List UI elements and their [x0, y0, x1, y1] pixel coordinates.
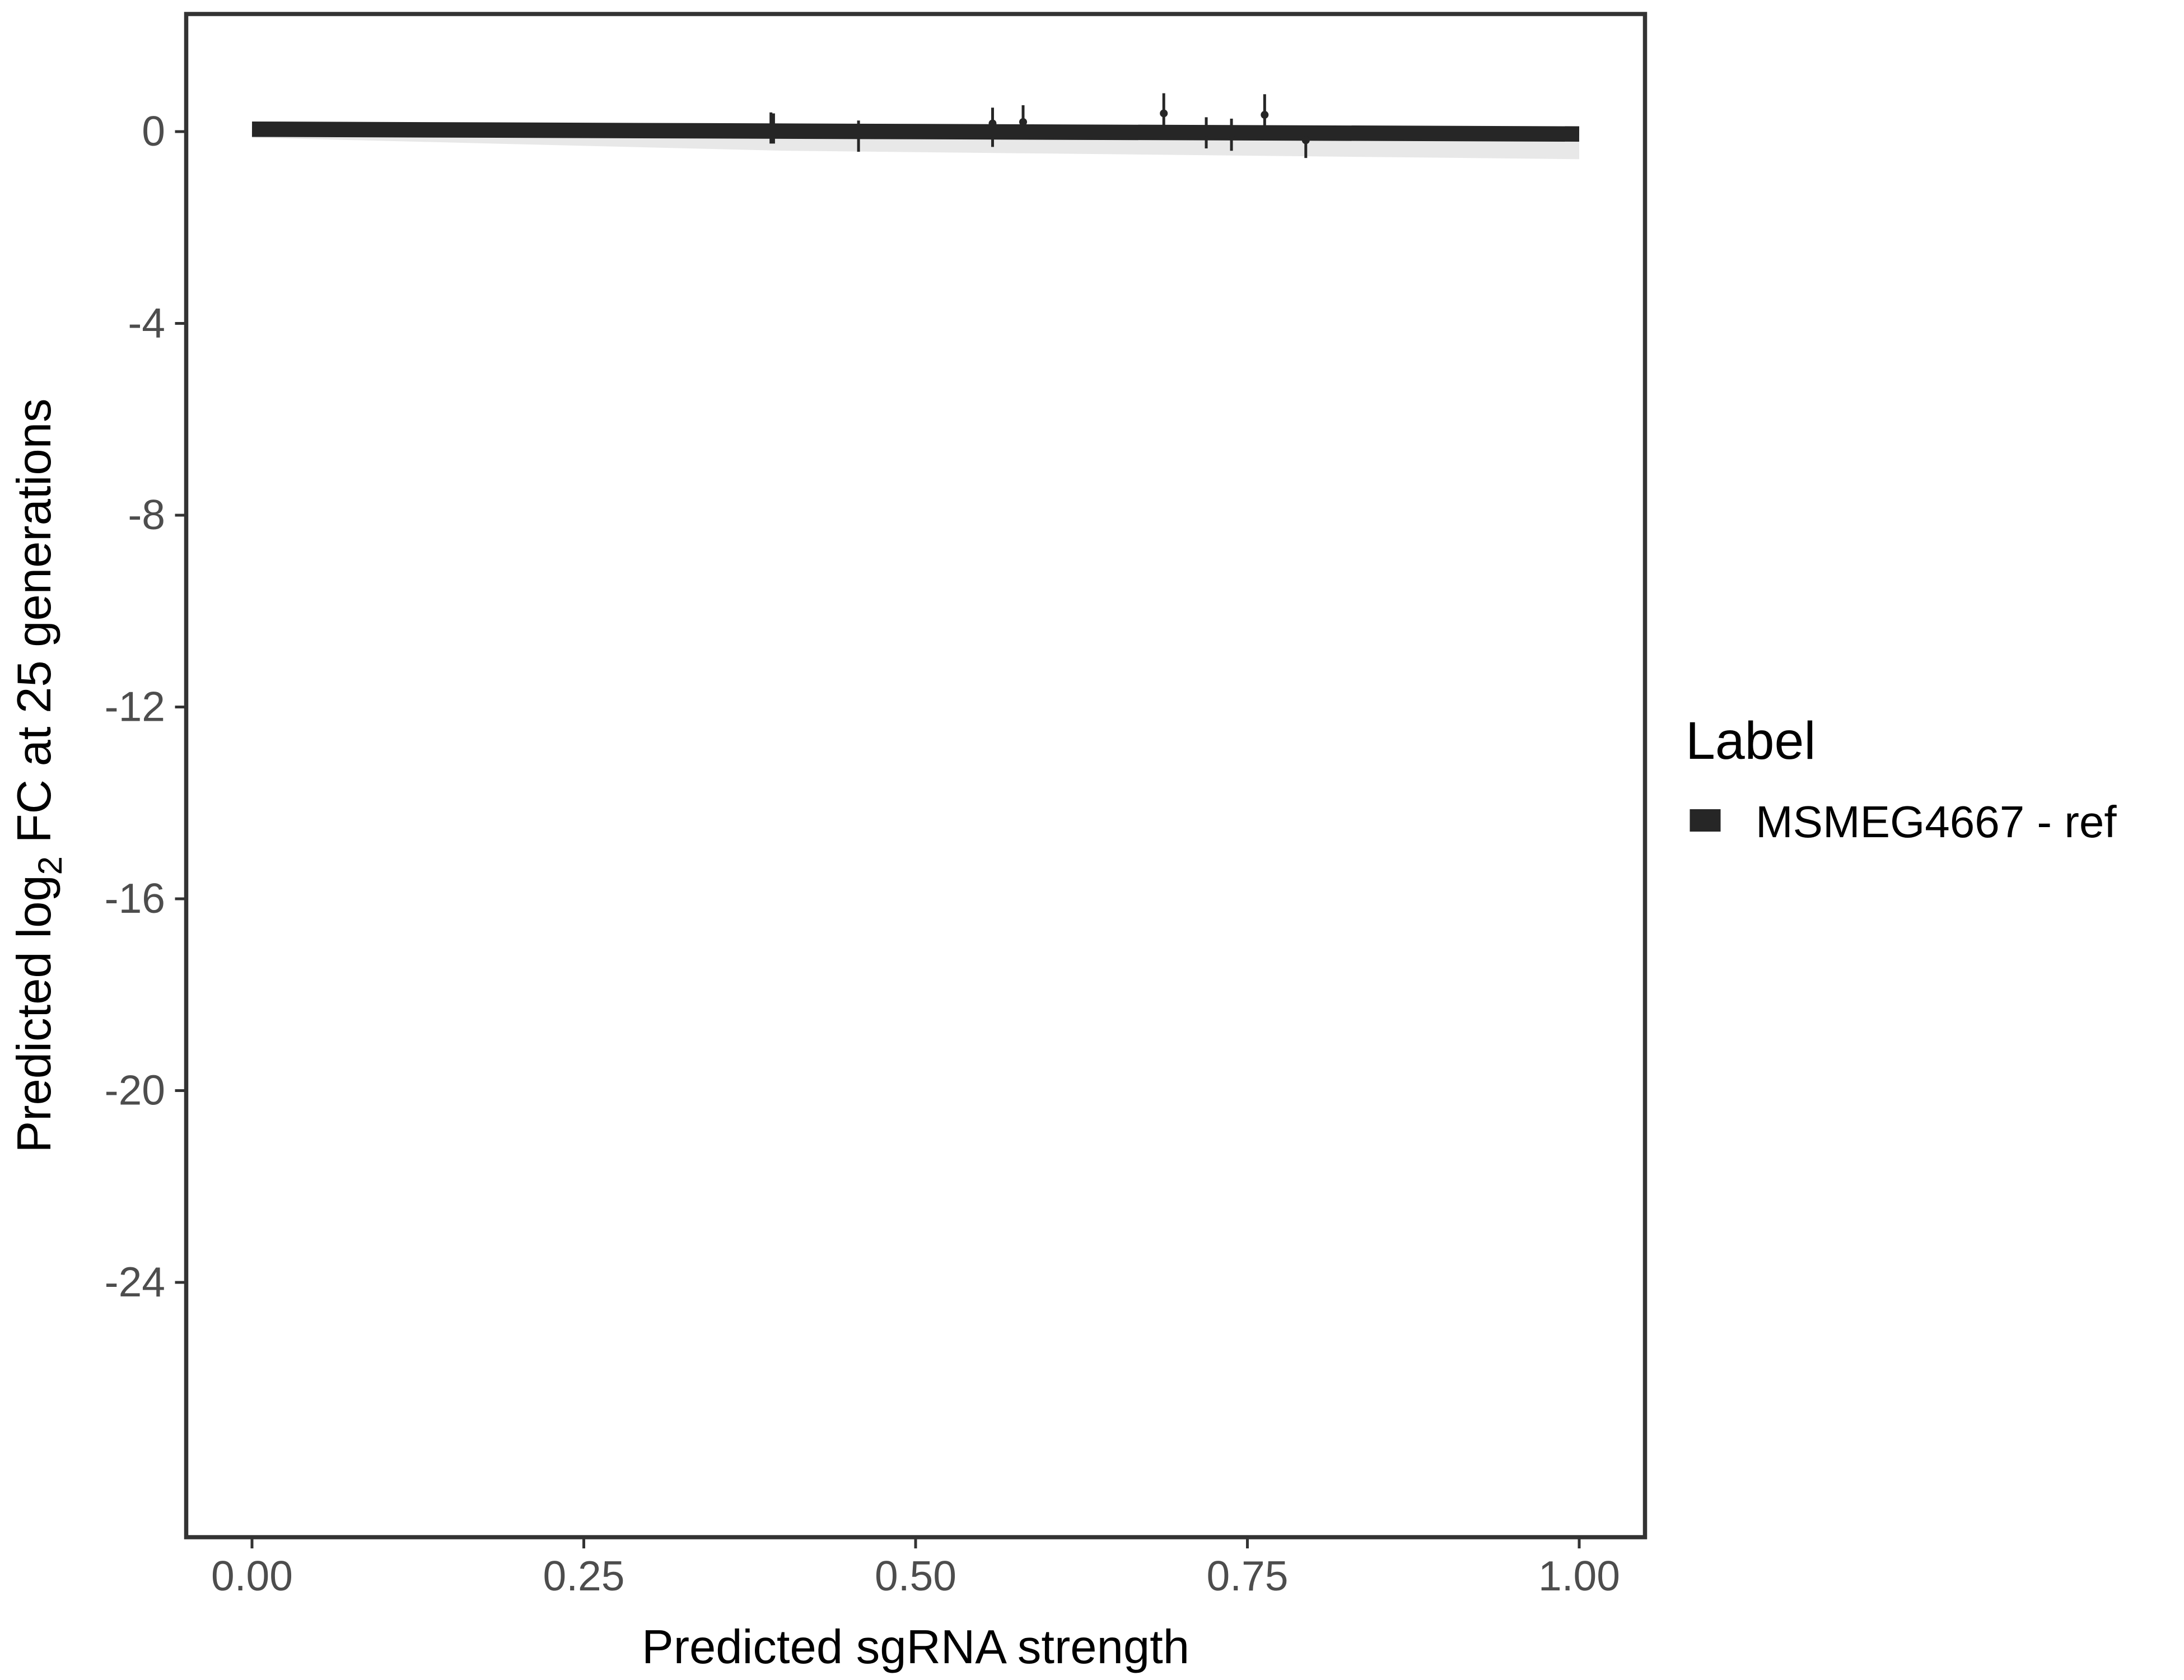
legend-key [1690, 809, 1721, 832]
data-point [1202, 128, 1211, 137]
data-point [769, 125, 778, 133]
y-tick-label: -24 [105, 1258, 165, 1305]
data-point [1301, 136, 1310, 144]
fit-line [251, 121, 1580, 142]
x-tick-label: 0.75 [1207, 1552, 1289, 1599]
x-tick-label: 0.00 [211, 1552, 293, 1599]
y-tick-label: -4 [128, 300, 165, 347]
points-group [767, 93, 1310, 158]
y-tick-label: -8 [128, 491, 165, 538]
x-tick-label: 0.50 [875, 1552, 956, 1599]
legend-entry: MSMEG4667 - ref [1756, 797, 2117, 847]
data-point [1019, 118, 1027, 126]
data-point [1160, 109, 1168, 118]
fit-line-group [251, 121, 1580, 142]
y-axis-label: Predicted log2 FC at 25 generations [8, 399, 69, 1153]
x-axis-label: Predicted sgRNA strength [642, 1621, 1189, 1674]
x-axis: 0.00 0.25 0.50 0.75 1.00 [211, 1537, 1620, 1599]
x-tick-label: 1.00 [1538, 1552, 1620, 1599]
data-point [988, 119, 997, 128]
plot-panel-border [184, 12, 1648, 1539]
y-tick-label: -16 [105, 875, 165, 922]
data-point [855, 131, 863, 139]
legend-title: Label [1686, 711, 1816, 771]
y-axis: 0 -4 -8 -12 -16 -20 -24 [105, 108, 186, 1305]
x-tick-label: 0.25 [543, 1552, 625, 1599]
y-tick-label: -12 [105, 683, 165, 730]
y-tick-label: 0 [142, 108, 165, 155]
y-tick-label: -20 [105, 1067, 165, 1114]
data-point [1261, 111, 1269, 119]
data-point [1228, 130, 1236, 138]
